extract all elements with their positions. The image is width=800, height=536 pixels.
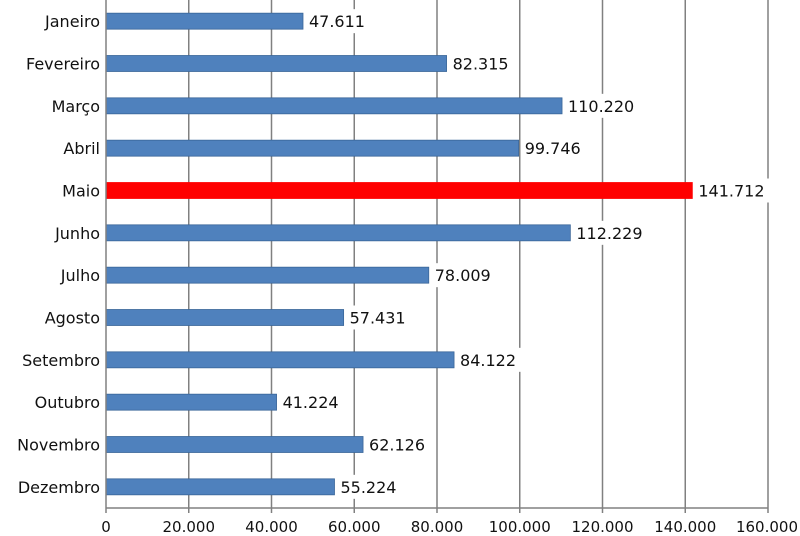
data-label-background	[573, 220, 648, 245]
axes	[105, 0, 769, 513]
category-label: Dezembro	[18, 478, 100, 497]
bar-mar-o	[105, 97, 563, 115]
data-label-background	[695, 178, 770, 203]
data-label-background	[305, 9, 372, 34]
bar-abril	[105, 139, 520, 157]
category-label: Fevereiro	[26, 55, 100, 74]
bars	[105, 12, 693, 496]
x-tick-label: 100.000	[489, 518, 551, 536]
bar-setembro	[105, 351, 455, 369]
data-label-background	[449, 51, 515, 76]
bar-junho	[105, 224, 571, 242]
x-tick-label: 80.000	[411, 518, 464, 536]
category-label: Março	[52, 97, 100, 116]
x-tick-label: 140.000	[654, 518, 716, 536]
data-label: 78.009	[435, 266, 491, 285]
bar-dezembro	[105, 478, 335, 496]
data-label-background	[366, 432, 432, 457]
bar-outubro	[105, 393, 277, 411]
data-label-background	[521, 136, 587, 161]
category-label: Junho	[54, 224, 100, 243]
data-label: 99.746	[525, 139, 581, 158]
data-label: 110.220	[568, 97, 634, 116]
x-tick-label: 40.000	[245, 518, 298, 536]
bar-julho	[105, 266, 430, 284]
bar-novembro	[105, 436, 364, 453]
category-label: Abril	[63, 139, 100, 158]
data-label-background	[457, 347, 523, 372]
data-label: 141.712	[698, 182, 764, 201]
x-tick-label: 120.000	[571, 518, 633, 536]
data-labels: 47.611 82.315 110.220 99.746 141.712 112.229 7…	[279, 9, 770, 499]
data-label-background	[565, 93, 640, 118]
category-label: Setembro	[22, 351, 100, 370]
bar-janeiro	[105, 12, 304, 30]
category-label: Maio	[62, 182, 100, 201]
data-label: 62.126	[369, 436, 425, 455]
x-axis-tick-labels: 0 20.000 40.000 60.000 80.000 100.000 120.000 1…	[101, 518, 798, 536]
data-label: 57.431	[350, 309, 406, 328]
data-label-background	[279, 390, 345, 415]
gridlines	[188, 0, 769, 508]
category-label: Outubro	[35, 393, 100, 412]
category-label: Novembro	[17, 436, 100, 455]
data-label-background	[431, 263, 497, 288]
data-label: 82.315	[453, 55, 509, 74]
x-tick-label: 0	[101, 518, 111, 536]
data-label: 47.611	[309, 12, 365, 31]
data-label-background	[346, 305, 412, 330]
data-label: 84.122	[460, 351, 516, 370]
data-label: 112.229	[576, 224, 642, 243]
bar-fevereiro	[105, 55, 447, 72]
x-tick-label: 160.000	[736, 518, 798, 536]
category-label: Janeiro	[44, 12, 100, 31]
category-label: Julho	[60, 266, 100, 285]
data-label: 41.224	[283, 393, 339, 412]
x-tick-label: 60.000	[328, 518, 381, 536]
bar-maio	[105, 182, 693, 199]
category-labels: Janeiro Fevereiro Março Abril Maio Junho Julho…	[17, 12, 100, 497]
bar-agosto	[105, 309, 345, 326]
x-tick-label: 20.000	[163, 518, 216, 536]
data-label: 55.224	[340, 478, 396, 497]
category-label: Agosto	[45, 309, 100, 328]
data-label-background	[337, 474, 403, 499]
